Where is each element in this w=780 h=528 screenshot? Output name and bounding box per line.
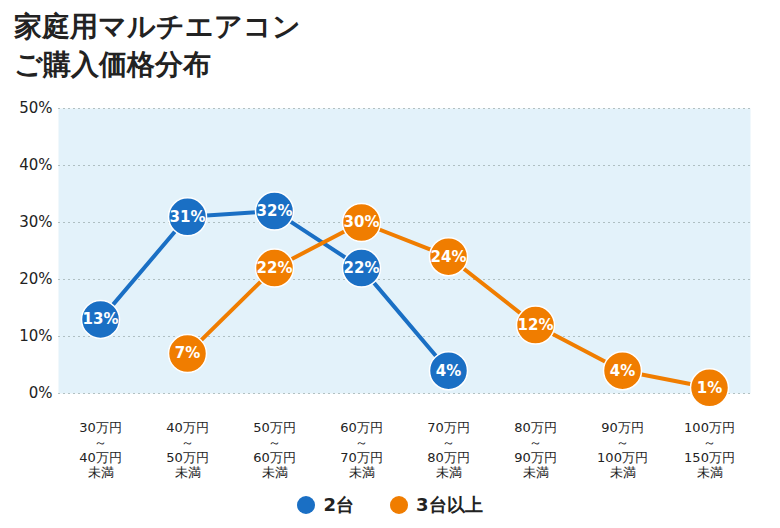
svg-text:22%: 22% bbox=[344, 259, 380, 277]
svg-text:0%: 0% bbox=[29, 384, 53, 402]
svg-text:22%: 22% bbox=[257, 259, 293, 277]
html-text:3台以上: 3台以上 bbox=[416, 494, 483, 515]
svg-text:10%: 10% bbox=[19, 327, 52, 345]
svg-text:7%: 7% bbox=[175, 344, 200, 362]
svg-text:100万円～150万円未満: 100万円～150万円未満 bbox=[684, 420, 735, 480]
svg-text:30%: 30% bbox=[344, 213, 380, 231]
html-text:2台: 2台 bbox=[323, 494, 354, 515]
svg-text:20%: 20% bbox=[19, 270, 52, 288]
html-text:家庭用マルチエアコン: 家庭用マルチエアコン bbox=[14, 10, 301, 43]
svg-text:4%: 4% bbox=[610, 362, 635, 380]
svg-text:13%: 13% bbox=[83, 310, 119, 328]
svg-text:30%: 30% bbox=[19, 213, 52, 231]
svg-text:12%: 12% bbox=[518, 316, 554, 334]
svg-text:1%: 1% bbox=[697, 379, 722, 397]
svg-text:50万円～60万円未満: 50万円～60万円未満 bbox=[253, 420, 296, 480]
html-text:ご購入価格分布: ご購入価格分布 bbox=[14, 48, 211, 81]
svg-text:80万円～90万円未満: 80万円～90万円未満 bbox=[514, 420, 557, 480]
svg-text:40万円～50万円未満: 40万円～50万円未満 bbox=[166, 420, 209, 480]
svg-text:90万円～100万円未満: 90万円～100万円未満 bbox=[597, 420, 648, 480]
svg-text:70万円～80万円未満: 70万円～80万円未満 bbox=[427, 420, 470, 480]
svg-text:50%: 50% bbox=[19, 99, 52, 117]
svg-text:40%: 40% bbox=[19, 156, 52, 174]
svg-text:31%: 31% bbox=[170, 208, 206, 226]
svg-text:24%: 24% bbox=[431, 248, 467, 266]
svg-text:32%: 32% bbox=[257, 202, 293, 220]
svg-text:60万円～70万円未満: 60万円～70万円未満 bbox=[340, 420, 383, 480]
svg-text:30万円～40万円未満: 30万円～40万円未満 bbox=[79, 420, 122, 480]
svg-text:4%: 4% bbox=[436, 362, 461, 380]
